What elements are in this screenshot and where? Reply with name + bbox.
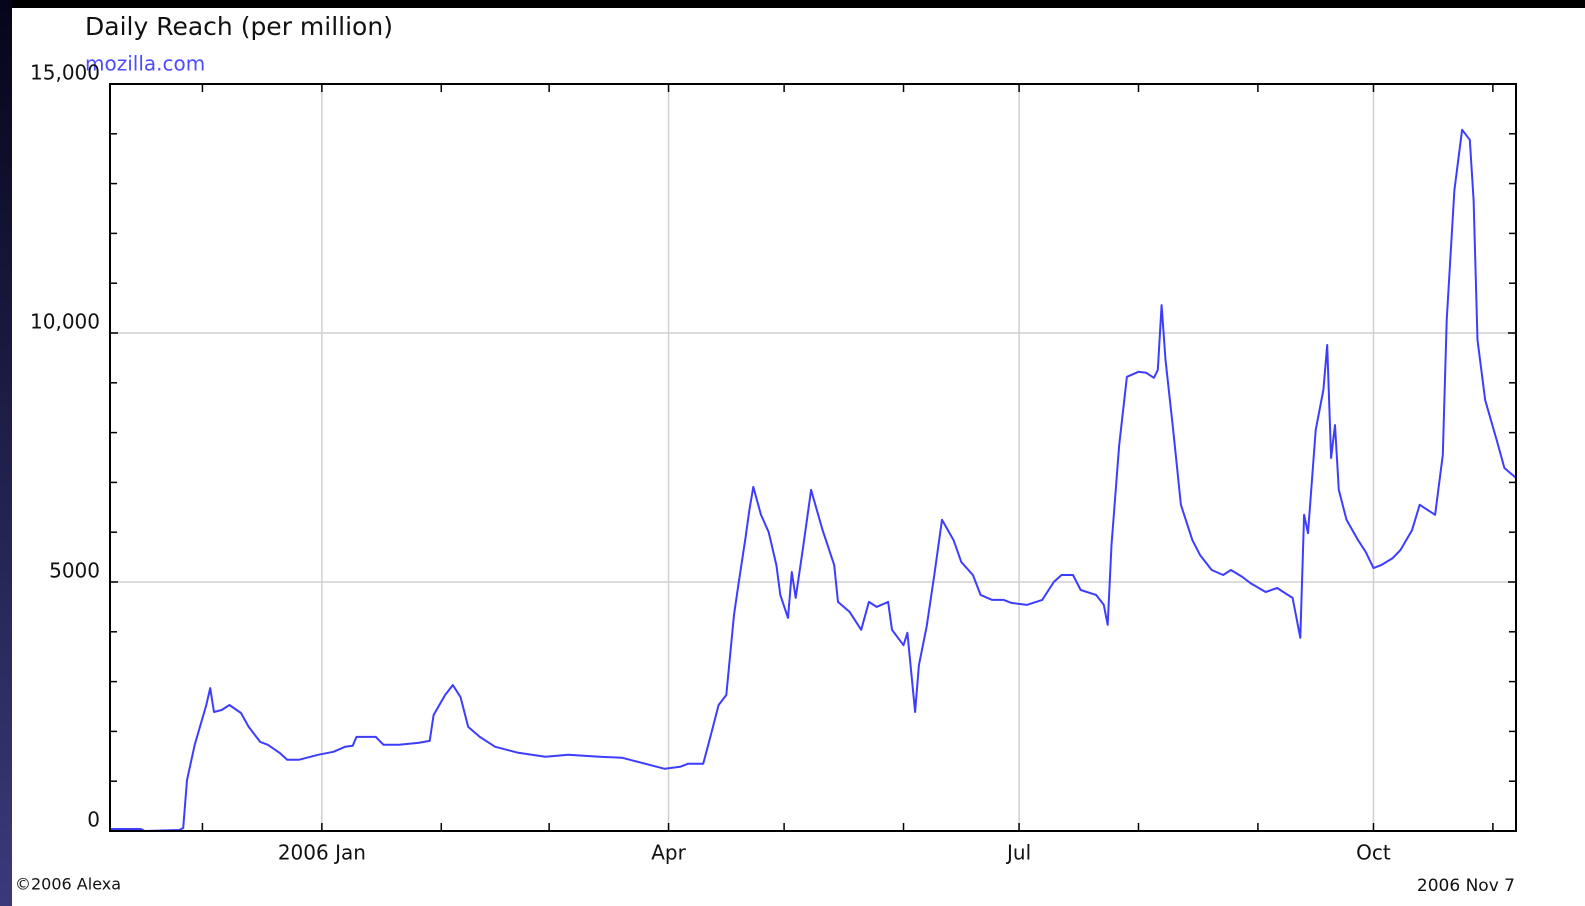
x-tick-label: Apr — [651, 841, 686, 865]
end-label: 2006 Nov 7 — [1417, 876, 1515, 896]
chart-subtitle: mozilla.com — [85, 52, 205, 76]
y-tick-label: 0 — [87, 808, 100, 832]
chart-title: Daily Reach (per million) — [85, 12, 393, 41]
y-tick-label: 10,000 — [30, 310, 100, 334]
credit: ©2006 Alexa — [15, 875, 121, 894]
x-tick-label: Jul — [1005, 841, 1031, 865]
y-tick-label: 5000 — [49, 559, 100, 583]
y-tick-label: 15,000 — [30, 61, 100, 85]
frame-edge — [0, 0, 12, 906]
plot-background — [110, 84, 1516, 831]
plot-border — [109, 83, 1517, 832]
x-tick-label: 2006 Jan — [278, 841, 366, 865]
x-tick-label: Oct — [1356, 841, 1391, 865]
data-line — [110, 128, 1517, 832]
